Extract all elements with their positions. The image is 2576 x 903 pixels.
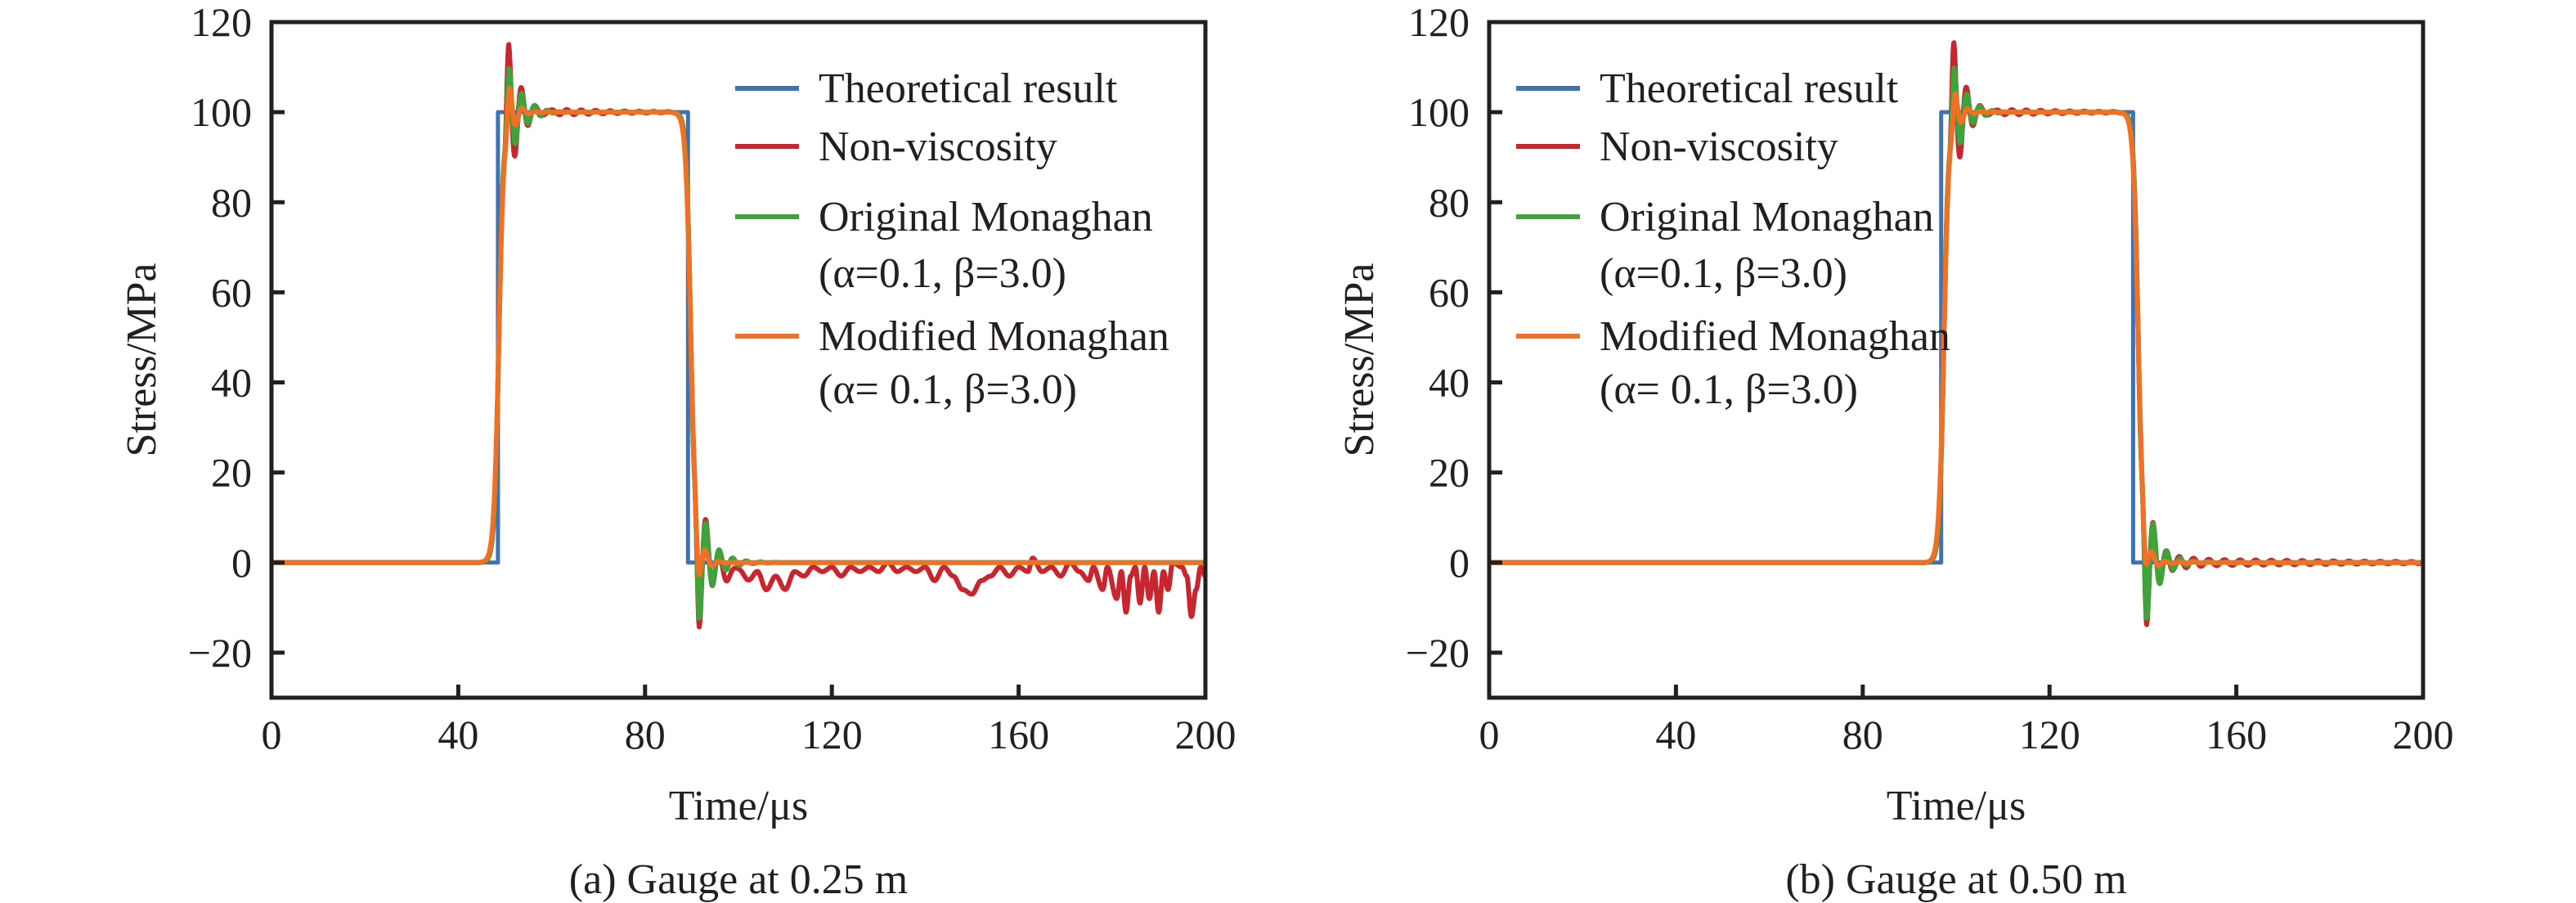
x-tick-label: 80 bbox=[1842, 712, 1883, 757]
y-axis-label: Stress/MPa bbox=[119, 263, 165, 457]
legend-label: Modified Monaghan bbox=[819, 313, 1169, 360]
y-tick-label: 0 bbox=[231, 540, 252, 586]
series-group bbox=[272, 42, 1205, 630]
x-tick-label: 120 bbox=[801, 712, 863, 757]
plot-frame bbox=[1487, 20, 2426, 700]
y-tick-label: 60 bbox=[211, 269, 252, 315]
y-tick-label: 80 bbox=[211, 179, 252, 225]
x-tick-label: 160 bbox=[2206, 712, 2267, 757]
legend-sublabel: (α=0.1, β=3.0) bbox=[819, 250, 1066, 297]
y-tick-label: −20 bbox=[1406, 630, 1470, 676]
series-line-modified bbox=[1489, 91, 2423, 568]
plot-frame bbox=[269, 20, 1208, 700]
x-tick-label: 40 bbox=[1655, 712, 1696, 757]
x-tick-label: 40 bbox=[438, 712, 478, 757]
x-tick-label: 80 bbox=[625, 712, 666, 757]
legend-label: Original Monaghan bbox=[819, 194, 1153, 240]
chart-panel-a: Stress/MPa Time/μs (a) Gauge at 0.25 m 1… bbox=[119, 0, 1236, 903]
legend-label: Theoretical result bbox=[1600, 65, 1899, 112]
x-axis-label: Time/μs bbox=[669, 783, 808, 829]
legend-label: Non-viscosity bbox=[1600, 124, 1838, 170]
y-tick-label: 0 bbox=[1449, 540, 1470, 586]
chart-panel-b: Stress/MPa Time/μs (b) Gauge at 0.50 m 1… bbox=[1336, 0, 2454, 903]
y-tick-label: 40 bbox=[211, 360, 252, 406]
legend-label: Theoretical result bbox=[819, 65, 1118, 112]
x-tick-label: 0 bbox=[1479, 712, 1500, 757]
x-tick-label: 200 bbox=[1175, 712, 1236, 757]
legend-sublabel: (α=0.1, β=3.0) bbox=[1600, 250, 1847, 297]
x-axis-label: Time/μs bbox=[1887, 783, 2026, 829]
x-tick-label: 120 bbox=[2019, 712, 2080, 757]
y-tick-label: 80 bbox=[1429, 179, 1470, 225]
y-axis-label: Stress/MPa bbox=[1336, 263, 1383, 457]
x-tick-label: 160 bbox=[988, 712, 1049, 757]
series-line-modified bbox=[272, 85, 1205, 577]
legend-sublabel: (α= 0.1, β=3.0) bbox=[1600, 366, 1858, 413]
y-tick-label: 20 bbox=[1429, 450, 1470, 496]
y-tick-label: 60 bbox=[1429, 269, 1470, 315]
caption: (b) Gauge at 0.50 m bbox=[1785, 856, 2126, 903]
y-tick-label: 100 bbox=[1408, 89, 1470, 135]
y-tick-label: −20 bbox=[188, 630, 252, 676]
y-tick-label: 120 bbox=[1408, 0, 1470, 45]
legend-label: Original Monaghan bbox=[1600, 194, 1934, 240]
x-tick-label: 0 bbox=[262, 712, 282, 757]
y-tick-label: 40 bbox=[1429, 360, 1470, 406]
legend-sublabel: (α= 0.1, β=3.0) bbox=[819, 366, 1077, 413]
y-tick-label: 120 bbox=[191, 0, 252, 45]
legend-label: Modified Monaghan bbox=[1600, 313, 1950, 360]
x-tick-label: 200 bbox=[2393, 712, 2454, 757]
y-tick-label: 100 bbox=[191, 89, 252, 135]
caption: (a) Gauge at 0.25 m bbox=[569, 856, 908, 903]
legend: Theoretical result Non-viscosity Original … bbox=[1516, 65, 1950, 413]
series-group bbox=[1489, 40, 2423, 627]
legend-label: Non-viscosity bbox=[819, 124, 1057, 170]
legend: Theoretical result Non-viscosity Original … bbox=[735, 65, 1169, 413]
y-tick-label: 20 bbox=[211, 450, 252, 496]
